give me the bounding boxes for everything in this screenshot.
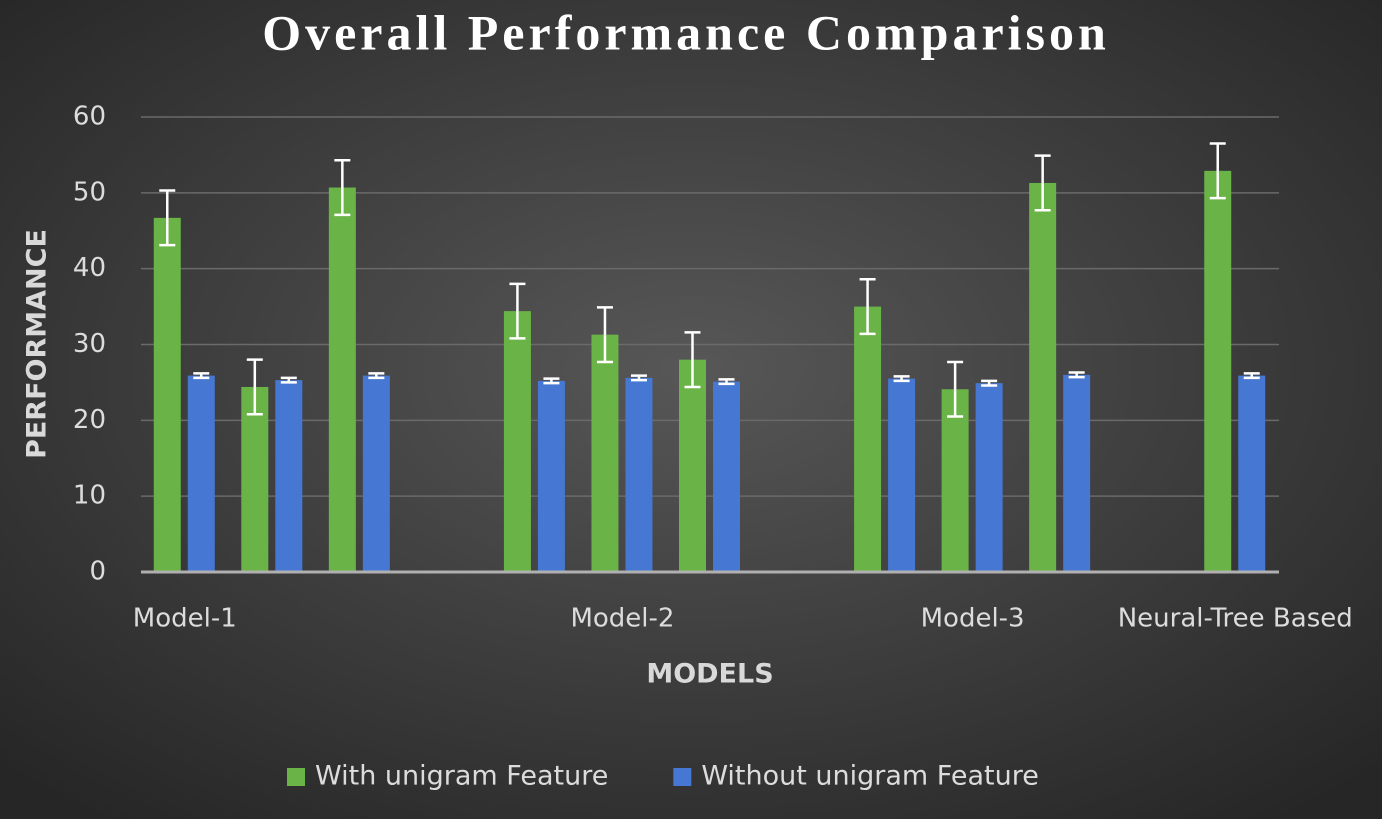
error-bar [859,278,876,336]
bar [1029,182,1057,572]
bar [941,389,969,572]
error-bar [1209,142,1226,200]
error-bar [981,379,998,387]
bar [362,375,390,572]
error-bar [1034,154,1051,212]
legend-label: With unigram Feature [315,761,608,792]
error-bar [718,378,735,386]
y-tick-label: 20 [73,405,106,435]
bar [975,383,1003,572]
y-tick-label: 40 [73,253,106,283]
bar [1238,375,1266,572]
x-axis-label: MODELS [646,659,773,690]
error-bar [368,372,385,380]
bar [625,377,653,572]
bar [888,378,916,572]
error-bar [193,372,210,380]
error-bar [596,306,613,364]
error-bar [159,189,176,247]
error-bar [334,158,351,217]
bar [1063,374,1091,572]
x-tick-label: Neural-Tree Based [1118,604,1353,634]
error-bar [947,360,964,418]
error-bar [1243,372,1260,380]
chart-title: Overall Performance Comparison [262,4,1110,60]
error-bar [684,331,701,389]
legend-label: Without unigram Feature [701,761,1039,792]
bar [679,359,706,572]
y-tick-label: 0 [89,557,106,587]
error-bar [630,374,647,382]
legend-swatch [287,768,305,786]
bar [275,380,303,572]
bar [187,375,215,572]
x-tick-label: Model-3 [921,604,1025,634]
y-tick-label: 10 [73,481,106,511]
y-axis-label: PERFORMANCE [22,229,53,459]
bar [854,306,882,572]
bar [1204,170,1232,572]
error-bar [1068,371,1085,379]
error-bar [893,375,910,383]
error-bar [246,358,263,416]
error-bar [280,376,297,384]
x-tick-label: Model-1 [133,604,237,634]
y-tick-label: 60 [73,102,106,132]
bar [241,386,269,572]
bar [591,334,619,572]
bar [328,187,356,572]
bar [537,380,565,572]
y-tick-label: 30 [73,329,106,359]
bar [503,311,531,572]
error-bar [543,377,560,385]
y-tick-label: 50 [73,177,106,207]
error-bar [509,282,526,340]
bar [153,217,181,572]
x-tick-label: Model-2 [570,604,674,634]
bar [713,381,740,572]
legend-swatch [673,768,692,786]
